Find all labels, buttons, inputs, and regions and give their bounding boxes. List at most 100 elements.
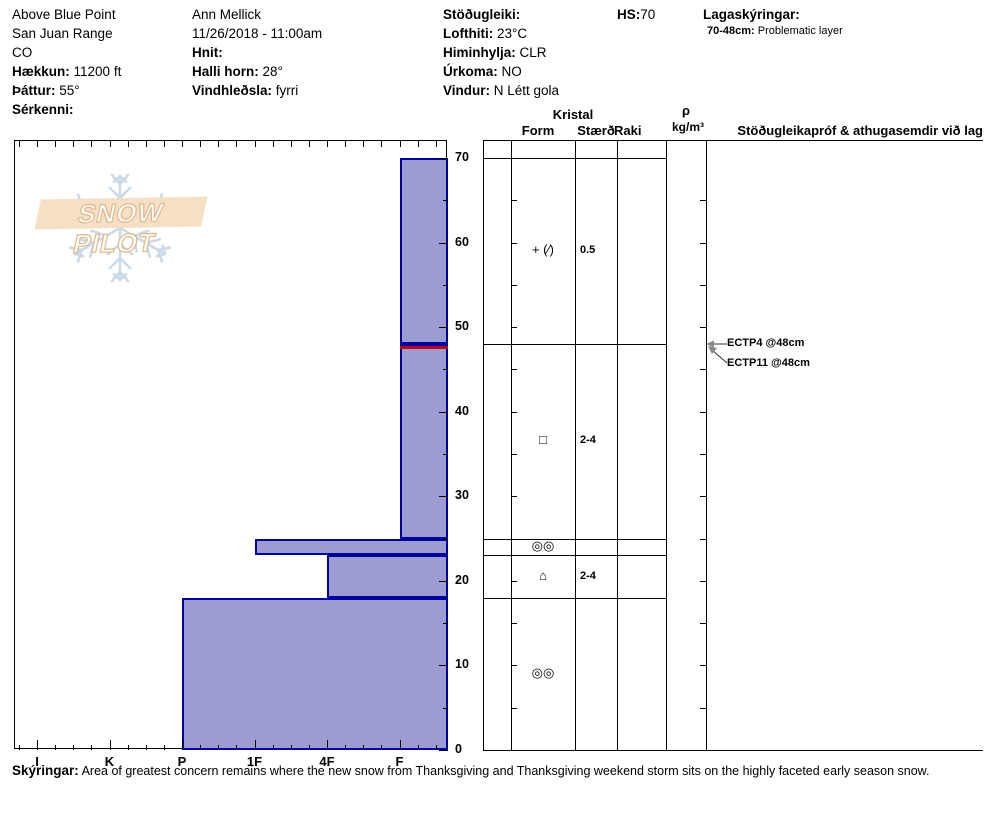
table-depth-tick — [700, 665, 706, 667]
table-header-comments: Stöðugleikapróf & athugasemdir við lag — [737, 123, 983, 138]
x-axis-top-tick — [127, 141, 129, 147]
x-axis-top-tick — [55, 141, 57, 147]
y-axis-label: 10 — [455, 657, 469, 672]
x-axis-minor-tick — [200, 745, 202, 750]
table-depth-tick — [700, 411, 706, 413]
y-axis-minor-tick — [443, 623, 448, 625]
table-depth-tick — [700, 707, 706, 709]
x-axis-top-tick — [327, 141, 328, 147]
x-axis-minor-tick — [163, 745, 165, 750]
x-axis-minor-tick — [417, 745, 419, 750]
x-axis-major-tick — [254, 740, 256, 750]
table-vline-size-left — [575, 140, 576, 750]
table-depth-tick — [700, 454, 706, 455]
x-axis-top-tick — [399, 141, 401, 147]
x-axis-minor-tick — [18, 745, 20, 750]
table-vline-connector — [483, 140, 484, 750]
x-axis-minor-tick — [345, 745, 347, 750]
y-axis-major-tick — [439, 665, 448, 667]
table-top-border — [483, 140, 983, 141]
x-axis-minor-tick — [363, 745, 365, 750]
table-depth-tick — [700, 200, 706, 202]
x-axis-label: 4F — [319, 754, 335, 769]
x-axis-minor-tick — [381, 745, 383, 750]
y-axis-label: 50 — [455, 319, 469, 334]
y-axis-major-tick — [439, 750, 448, 751]
table-header-moisture: Raki — [614, 123, 642, 138]
grain-form-symbol: ◎◎ — [531, 664, 555, 680]
y-axis-label: 0 — [455, 742, 462, 756]
y-axis-major-tick — [439, 411, 448, 413]
x-axis-minor-tick — [308, 745, 310, 750]
y-axis-label: 40 — [455, 403, 469, 418]
table-depth-tick — [511, 284, 517, 286]
table-depth-tick — [511, 327, 517, 329]
layer-boundary-row-line — [483, 344, 666, 346]
x-axis-top-tick — [200, 141, 202, 147]
table-depth-tick — [700, 580, 706, 582]
grain-size-value: 2-4 — [580, 434, 596, 447]
coords-line: Hnit: — [192, 45, 223, 60]
table-bottom-border — [483, 750, 983, 751]
pit-comments-text: Area of greatest concern remains where t… — [81, 764, 930, 778]
x-axis-top-tick — [18, 141, 20, 147]
grain-size-value: 2-4 — [580, 569, 596, 582]
x-axis-top-tick — [109, 141, 111, 147]
table-vline-comments-left — [706, 140, 707, 750]
x-axis-top-tick — [218, 141, 220, 147]
table-header-crystal: Kristal — [552, 107, 594, 122]
grain-form-symbol: + (∕) — [531, 242, 555, 258]
x-axis-top-tick — [254, 141, 256, 147]
pit-comments-label: Skýringar: — [12, 763, 79, 778]
snow-layer-bar — [327, 555, 448, 598]
date-time: 11/26/2018 - 11:00am — [192, 26, 323, 41]
table-depth-tick — [511, 242, 517, 244]
layer-notes-block: Lagaskýringar: 70-48cm: Problematic laye… — [703, 5, 843, 39]
x-axis-top-tick — [145, 141, 147, 147]
table-depth-tick — [511, 200, 517, 202]
x-axis-minor-tick — [127, 745, 129, 750]
annotation-arrows — [706, 340, 728, 364]
table-depth-tick — [511, 665, 517, 667]
x-axis-minor-tick — [435, 745, 437, 750]
layer-boundary-row-line — [483, 597, 666, 599]
state-name: CO — [12, 45, 33, 60]
air-temp-line: Lofthiti: 23°C — [443, 26, 528, 41]
y-axis-major-tick — [439, 496, 448, 498]
x-axis-top-tick — [381, 141, 383, 147]
observer-name: Ann Mellick — [192, 7, 262, 22]
layer-boundary-row-line — [483, 538, 666, 540]
y-axis-major-tick — [439, 158, 448, 159]
x-axis-top-tick — [73, 141, 75, 147]
x-axis-top-tick — [272, 141, 274, 147]
location-block: Above Blue Point San Juan Range CO Hækku… — [12, 5, 121, 119]
table-vline-form-left — [511, 140, 512, 750]
grain-form-symbol: ⌂ — [539, 567, 547, 583]
x-axis-major-tick — [327, 740, 328, 750]
sky-cover-line: Himinhylja: CLR — [443, 45, 547, 60]
weather-block: Stöðugleiki: Lofthiti: 23°C Himinhylja: … — [443, 5, 559, 100]
grain-form-symbol: ◎◎ — [531, 538, 555, 554]
y-axis-label: 60 — [455, 234, 469, 249]
table-depth-tick — [511, 580, 517, 582]
y-axis-major-tick — [439, 580, 448, 582]
y-axis-major-tick — [439, 327, 448, 329]
table-vline-density-left — [666, 140, 667, 750]
grain-form-symbol: □ — [539, 432, 547, 448]
layer-boundary-row-line — [483, 555, 666, 557]
x-axis-top-tick — [163, 141, 165, 147]
table-depth-tick — [511, 707, 517, 709]
x-axis-top-tick — [37, 141, 38, 147]
x-axis-minor-tick — [55, 745, 57, 750]
y-axis-label: 20 — [455, 572, 469, 587]
stability-test-label-1: ECTP4 @48cm — [727, 337, 805, 349]
y-axis-minor-tick — [443, 707, 448, 709]
table-depth-tick — [511, 369, 517, 371]
arrow-icon — [708, 346, 717, 354]
y-axis-minor-tick — [443, 284, 448, 286]
table-depth-tick — [511, 623, 517, 625]
y-axis-minor-tick — [443, 538, 448, 540]
table-depth-tick — [511, 538, 517, 540]
wind-line: Vindur: N Létt gola — [443, 83, 560, 98]
